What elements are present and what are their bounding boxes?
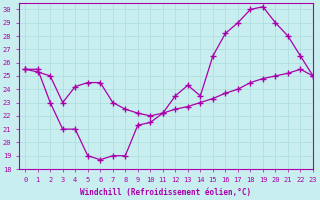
X-axis label: Windchill (Refroidissement éolien,°C): Windchill (Refroidissement éolien,°C) bbox=[80, 188, 252, 197]
